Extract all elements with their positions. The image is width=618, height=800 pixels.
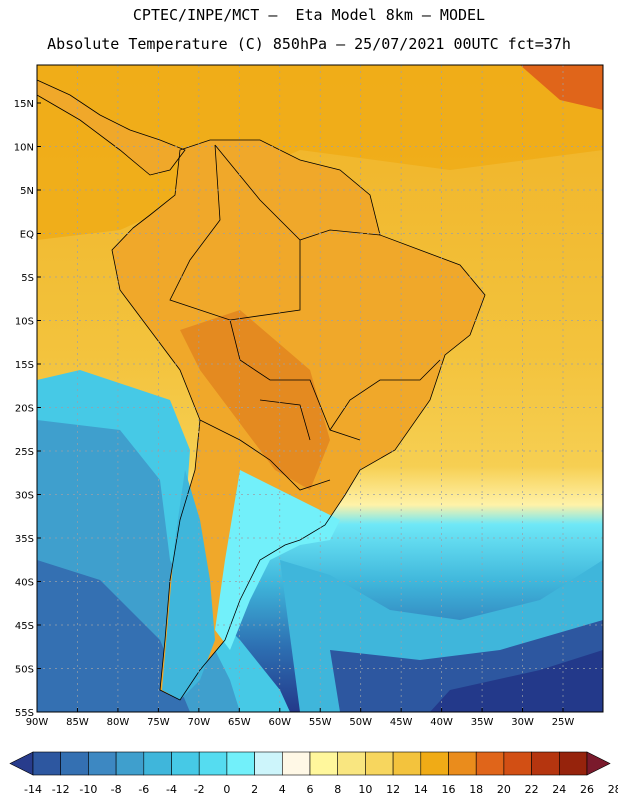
colorbar-swatch <box>448 751 477 776</box>
colorbar-swatch <box>88 751 117 776</box>
lat-label: 5N <box>20 186 34 197</box>
colorbar <box>9 751 611 776</box>
lon-label: 55W <box>309 717 332 728</box>
colorbar-label: 20 <box>497 783 511 796</box>
lon-label: 45W <box>390 717 413 728</box>
colorbar-label: -2 <box>194 783 205 796</box>
colorbar-label: 18 <box>469 783 483 796</box>
lon-label: 65W <box>228 717 251 728</box>
lon-label: 50W <box>349 717 372 728</box>
colorbar-swatch <box>32 751 62 776</box>
colorbar-swatch <box>60 751 89 776</box>
colorbar-swatch <box>558 751 588 776</box>
colorbar-label: 12 <box>386 783 400 796</box>
colorbar-swatch <box>281 751 311 776</box>
lon-label: 35W <box>471 717 494 728</box>
warm-core-interior <box>180 310 330 490</box>
colorbar-label: 8 <box>334 783 341 796</box>
colorbar-swatch <box>503 751 532 776</box>
colorbar-swatch <box>365 751 394 776</box>
hot-spot-atlantic <box>520 65 603 110</box>
colorbar-label: 28 <box>608 783 618 796</box>
colorbar-label: -12 <box>52 783 70 796</box>
colorbar-label: 6 <box>307 783 314 796</box>
latitude-labels: 15N 10N 5N EQ 5S 10S 15S 20S 25S 30S 35S 40S 45S 50S 5… <box>14 99 41 719</box>
argentina-cool <box>215 470 340 650</box>
colorbar-max-arrow <box>586 751 611 776</box>
colorbar-label: 4 <box>279 783 286 796</box>
lon-label: 40W <box>430 717 453 728</box>
colorbar-label: -4 <box>166 783 177 796</box>
colorbar-label: -6 <box>138 783 149 796</box>
colorbar-label: 10 <box>358 783 372 796</box>
colorbar-min-arrow <box>9 751 34 776</box>
coldest-region-pacific <box>37 560 190 712</box>
map-title-line1: CPTEC/INPE/MCT – Eta Model 8km – MODEL <box>132 6 486 24</box>
longitude-labels: 90W 85W 80W 75W 70W 65W 60W 55W 50W 45W 40W 35W 30W 2… <box>26 708 575 728</box>
lat-label: 15N <box>14 99 34 110</box>
political-boundaries <box>36 79 486 701</box>
lat-label: 35S <box>15 534 34 545</box>
colorbar-swatch <box>309 751 339 776</box>
lat-lon-grid <box>37 65 603 712</box>
colorbar-swatch <box>115 751 145 776</box>
colorbar-swatch <box>226 751 255 776</box>
colorbar-swatch <box>531 751 560 776</box>
lat-label: 40S <box>15 578 34 589</box>
lat-label: 20S <box>15 404 34 415</box>
lat-label: EQ <box>20 230 34 241</box>
lat-label: 10N <box>14 143 34 154</box>
colorbar-label: 26 <box>580 783 594 796</box>
colorbar-swatch <box>420 751 449 776</box>
lat-label: 10S <box>15 317 34 328</box>
lat-label: 25S <box>15 447 34 458</box>
lon-label: 70W <box>188 717 211 728</box>
lon-label: 60W <box>268 717 291 728</box>
colorbar-label: 14 <box>414 783 428 796</box>
colorbar-swatch <box>337 751 366 776</box>
lat-label: 50S <box>15 665 34 676</box>
central-america <box>37 80 185 175</box>
lon-label: 75W <box>147 717 170 728</box>
lat-label: 5S <box>21 273 34 284</box>
lon-label: 30W <box>511 717 534 728</box>
colorbar-swatch <box>198 751 228 776</box>
colorbar-swatch <box>392 751 422 776</box>
colorbar-label: -14 <box>24 783 42 796</box>
colorbar-label: 2 <box>251 783 258 796</box>
colorbar-label: 24 <box>552 783 566 796</box>
colorbar-labels: -14 -12 -10 -8 -6 -4 -2 0 2 4 6 8 10 12 14 16 18 20 22 24 26… <box>24 783 618 796</box>
lat-label: 55S <box>15 708 34 719</box>
colorbar-swatch <box>254 751 283 776</box>
colorbar-label: 0 <box>223 783 230 796</box>
colorbar-swatch <box>475 751 505 776</box>
lon-label: 80W <box>107 717 130 728</box>
map-title-line2: Absolute Temperature (C) 850hPa – 25/07/… <box>47 35 571 53</box>
coldest-region-atlantic <box>430 650 603 712</box>
lat-label: 45S <box>15 621 34 632</box>
lat-label: 30S <box>15 491 34 502</box>
colorbar-swatch <box>143 751 172 776</box>
colorbar-label: 16 <box>442 783 456 796</box>
colorbar-swatch <box>171 751 200 776</box>
colorbar-label: 22 <box>525 783 539 796</box>
lat-label: 15S <box>15 360 34 371</box>
colorbar-label: -8 <box>111 783 122 796</box>
lon-label: 25W <box>552 717 575 728</box>
lon-label: 90W <box>26 717 49 728</box>
andes-cold-south <box>162 470 215 700</box>
colorbar-label: -10 <box>79 783 97 796</box>
lon-label: 85W <box>66 717 89 728</box>
